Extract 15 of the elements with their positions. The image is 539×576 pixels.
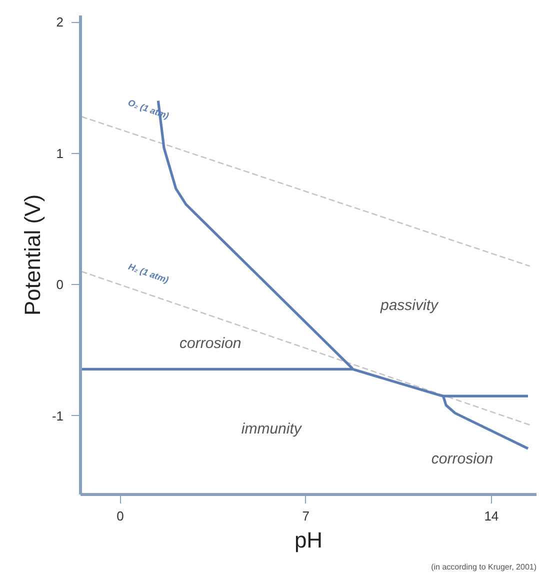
text: (in according to Kruger, 2001) <box>431 562 537 572</box>
annotation: corrosion <box>431 450 494 468</box>
annotation: immunity <box>241 420 303 438</box>
y-tick-label: 2 <box>56 14 64 30</box>
x-tick-label: 7 <box>302 508 310 524</box>
x-tick-label: 14 <box>484 508 499 524</box>
y-axis-title: Potential (V) <box>20 194 45 316</box>
annotation: corrosion <box>180 335 242 352</box>
annotation: H₂ (1 atm) <box>127 261 170 286</box>
y-tick-label: -1 <box>52 408 64 424</box>
x-tick-label: 0 <box>116 508 124 524</box>
y-tick-label: 1 <box>56 146 64 161</box>
y-tick-label: 0 <box>56 277 64 292</box>
annotation: passivity <box>379 297 440 314</box>
x-axis-title: pH <box>294 528 323 552</box>
